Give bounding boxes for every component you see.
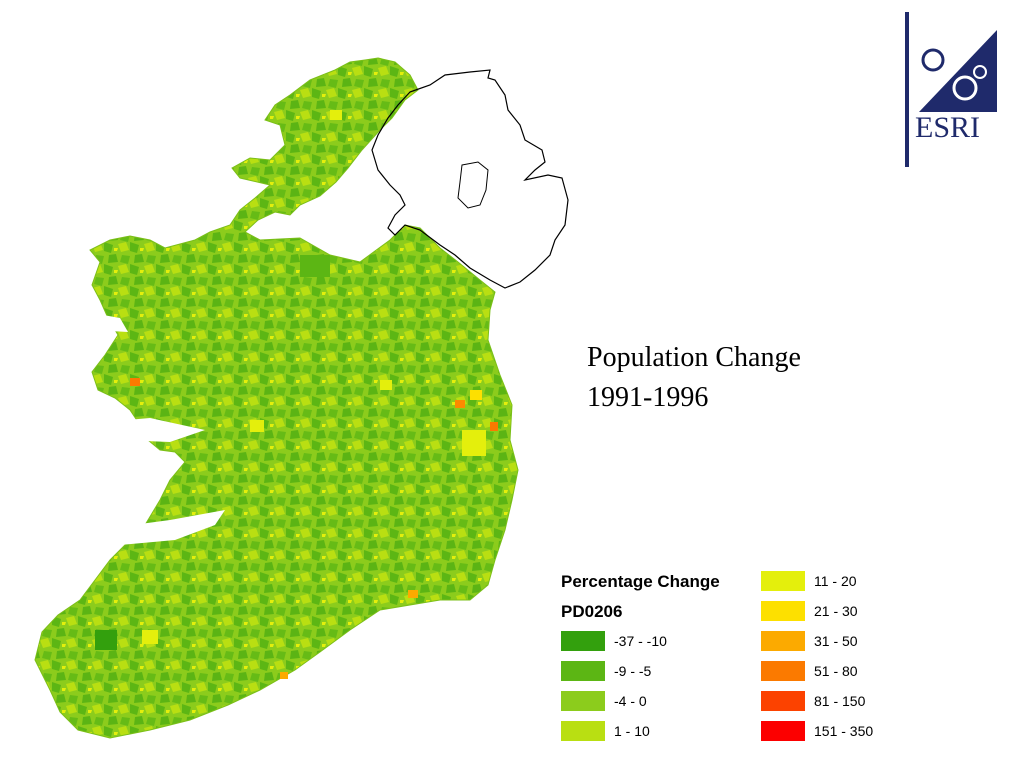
shannon-estuary (95, 510, 225, 545)
legend-label: 81 - 150 (814, 693, 866, 709)
lough-neagh-outline (457, 161, 489, 209)
legend-label: -37 - -10 (614, 633, 667, 649)
legend-label: 51 - 80 (814, 663, 858, 679)
legend-swatch (561, 631, 605, 651)
logo-circle-2 (952, 75, 978, 101)
map-title: Population Change 1991-1996 (587, 338, 801, 418)
galway-bay (70, 418, 205, 442)
legend-swatch (561, 721, 605, 741)
logo-circle-1 (921, 48, 945, 72)
logo-bar (905, 12, 909, 167)
legend-swatch (761, 571, 805, 591)
legend-swatch (761, 721, 805, 741)
legend-swatch (761, 661, 805, 681)
high-growth-patches (95, 110, 498, 679)
legend-swatch (761, 631, 805, 651)
esri-logo: ESRI (905, 12, 997, 167)
legend-label: 151 - 350 (814, 723, 874, 739)
legend-label: 11 - 20 (814, 573, 857, 589)
legend-label: 1 - 10 (614, 723, 650, 739)
legend-label: -4 - 0 (614, 693, 647, 709)
logo-circle-3 (973, 65, 987, 79)
legend-swatch (761, 691, 805, 711)
legend-swatch (761, 601, 805, 621)
legend-heading: Percentage Change (561, 572, 720, 591)
logo-text: ESRI (915, 111, 980, 144)
clew-bay (75, 310, 128, 332)
northern-ireland-outline (371, 69, 569, 289)
legend-label: 21 - 30 (814, 603, 858, 619)
legend-swatch (561, 661, 605, 681)
republic-of-ireland-region (34, 57, 519, 739)
title-line-2: 1991-1996 (587, 382, 709, 413)
legend-field-name: PD0206 (561, 602, 623, 621)
title-line-1: Population Change (587, 342, 801, 373)
legend-swatch (561, 691, 605, 711)
logo-triangle (919, 30, 997, 112)
legend-label: 31 - 50 (814, 633, 858, 649)
legend-label: -9 - -5 (614, 663, 652, 679)
